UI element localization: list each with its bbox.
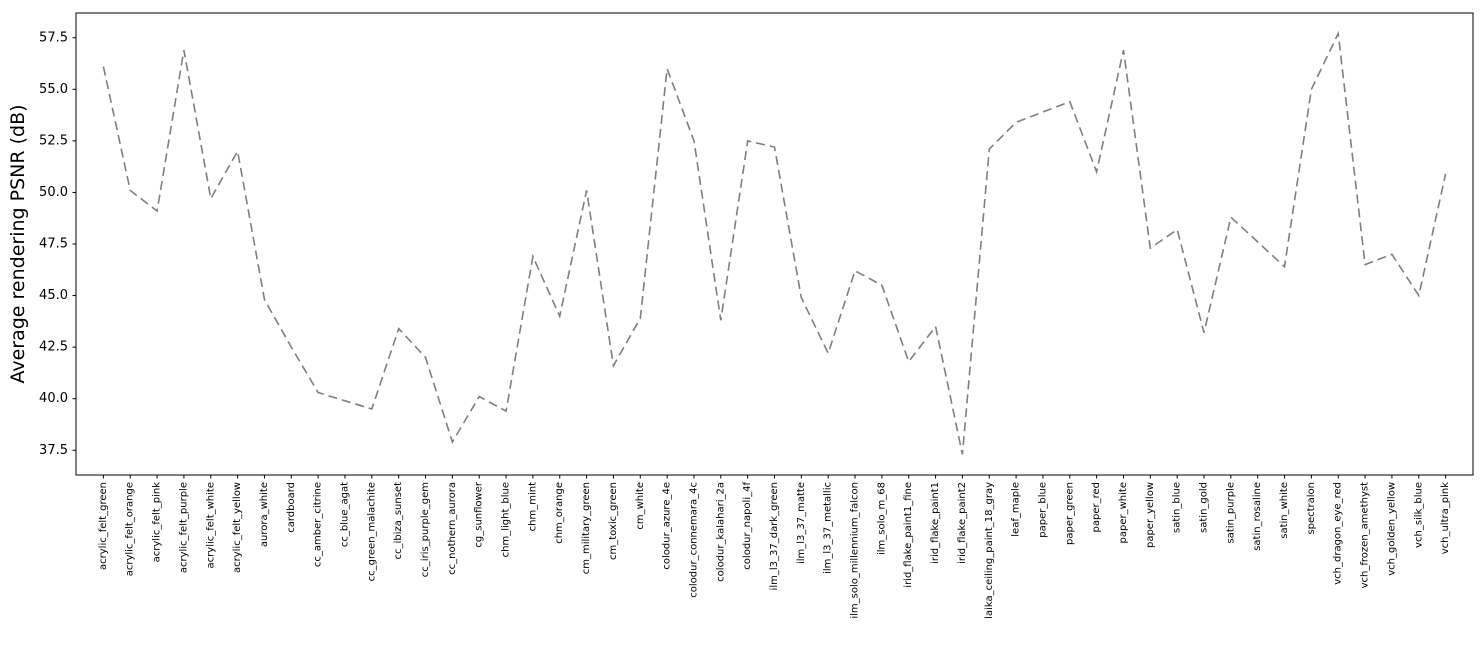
y-tick-label: 37.5 xyxy=(39,443,68,458)
x-tick-label: leaf_maple xyxy=(1011,482,1022,537)
x-tick-label: irid_flake_paint1_fine xyxy=(903,482,914,588)
x-tick-label: ilm_l3_37_metallic xyxy=(823,482,834,574)
x-tick-label: cm_military_green xyxy=(581,482,592,574)
x-tick-label: chm_mint xyxy=(527,482,538,531)
x-tick-label: chm_light_blue xyxy=(501,482,512,557)
x-tick-label: cc_nothern_aurora xyxy=(447,482,458,575)
x-tick-label: satin_rosaline xyxy=(1252,482,1263,551)
y-axis-label: Average rendering PSNR (dB) xyxy=(7,104,29,383)
x-tick-label: paper_red xyxy=(1091,482,1102,532)
x-tick-label: cc_blue_agat xyxy=(339,482,350,547)
x-tick-label: satin_purple xyxy=(1225,482,1236,543)
plot-frame xyxy=(75,12,1474,476)
x-tick-label: chm_orange xyxy=(554,482,565,544)
x-tick-label: colodur_kalahari_2a xyxy=(715,482,726,582)
x-tick-label: acrylic_felt_pink xyxy=(152,482,163,563)
y-tick-label: 45.0 xyxy=(39,288,68,303)
x-tick-label: vch_dragon_eye_red xyxy=(1333,482,1344,585)
x-tick-label: satin_white xyxy=(1279,482,1290,539)
x-tick-label: acrylic_felt_purple xyxy=(178,482,189,573)
plot-area: 37.5 40.0 42.5 45.0 47.5 50.0 52.5 55.0 57.5 acry… xyxy=(39,12,1474,619)
x-tick-label: ilm_solo_millennium_falcon xyxy=(850,482,861,619)
x-tick-label: spectralon xyxy=(1306,482,1317,535)
x-tick-label: acrylic_felt_orange xyxy=(125,482,136,576)
x-tick-label: acrylic_felt_white xyxy=(205,482,216,568)
x-tick-label: paper_green xyxy=(1064,482,1075,545)
x-tick-label: vch_ultra_pink xyxy=(1440,482,1451,554)
x-tick-label: irid_flake_paint2 xyxy=(957,482,968,564)
x-tick-label: satin_blue xyxy=(1172,482,1183,533)
x-tick-label: cardboard xyxy=(286,482,297,533)
x-tick-label: satin_gold xyxy=(1199,482,1210,533)
x-tick-label: paper_yellow xyxy=(1145,482,1156,548)
x-tick-label: ilm_l3_37_dark_green xyxy=(769,482,780,590)
x-tick-label: colodur_azure_4e xyxy=(662,482,673,570)
x-tick-label: vch_silk_blue xyxy=(1413,482,1424,548)
x-tick-label: cc_iris_purple_gem xyxy=(420,482,431,577)
x-tick-label: paper_blue xyxy=(1037,482,1048,538)
x-tick-label: paper_white xyxy=(1118,482,1129,543)
x-tick-label: vch_golden_yellow xyxy=(1386,482,1397,576)
x-tick-label: ilm_l3_37_matte xyxy=(796,482,807,564)
y-tick-label: 40.0 xyxy=(39,391,68,406)
x-tick-label: colodur_napoli_4f xyxy=(742,482,753,570)
x-tick-label: colodur_connemara_4c xyxy=(688,482,699,598)
x-tick-label: ilm_solo_m_68 xyxy=(876,482,887,555)
y-tick-label: 55.0 xyxy=(39,82,68,97)
x-tick-label: aurora_white xyxy=(259,482,270,547)
x-tick-label: acrylic_felt_yellow xyxy=(232,482,243,573)
y-tick-label: 50.0 xyxy=(39,185,68,200)
y-tick-label: 47.5 xyxy=(39,237,68,252)
y-tick-label: 52.5 xyxy=(39,133,68,148)
x-tick-label: cg_sunflower xyxy=(474,481,485,547)
data-line xyxy=(102,30,1447,455)
x-tick-label: vch_frozen_amethyst xyxy=(1360,482,1371,588)
x-tick-label: cm_toxic_green xyxy=(608,482,619,560)
y-tick-label: 57.5 xyxy=(39,30,68,45)
x-tick-label: irid_flake_paint1 xyxy=(930,482,941,564)
x-tick-label: laika_ceiling_paint_18_gray xyxy=(984,482,995,619)
x-tick-label: cc_green_malachite xyxy=(366,482,377,581)
x-tick-label: acrylic_felt_green xyxy=(98,482,109,570)
y-tick-label: 42.5 xyxy=(39,340,68,355)
x-tick-label: cc_amber_citrine xyxy=(313,482,324,567)
x-tick-label: cm_white xyxy=(635,482,646,530)
x-tick-label: cc_ibiza_sunset xyxy=(393,482,404,560)
